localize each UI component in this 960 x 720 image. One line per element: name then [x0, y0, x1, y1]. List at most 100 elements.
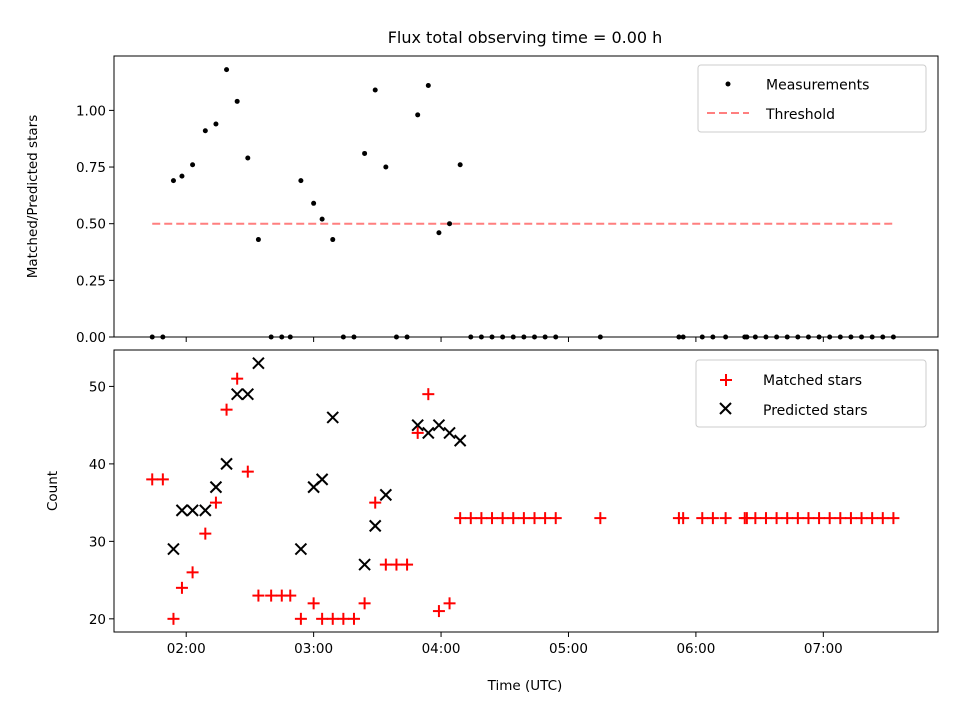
measurement-point	[351, 334, 357, 340]
bottom-y-tick-label: 40	[89, 457, 106, 473]
bottom-y-tick-label: 50	[89, 379, 106, 395]
predicted-star-point	[453, 434, 467, 447]
matched-star-point	[167, 612, 180, 625]
predicted-star-point	[241, 387, 255, 401]
matched-star-point	[749, 512, 762, 525]
measurement-point	[149, 334, 155, 340]
measurement-point	[224, 67, 230, 73]
matched-star-point	[326, 612, 339, 625]
top-y-axis-label: Matched/Predicted stars	[25, 115, 41, 278]
predicted-star-point	[379, 488, 393, 502]
matched-star-point	[539, 512, 552, 525]
predicted-star-point	[199, 504, 212, 517]
measurement-point	[795, 334, 801, 340]
measurement-point	[699, 334, 705, 340]
top-y-ticks: 0.00 0.25 0.50 0.75 1.00	[76, 103, 114, 346]
bottom-x-tick-label: 07:00	[804, 641, 843, 657]
measurement-point	[311, 200, 317, 206]
predicted-star-point	[209, 480, 223, 494]
matched-star-point	[443, 597, 456, 610]
bottom-x-tick-label: 06:00	[676, 641, 715, 657]
legend-matched-label: Matched stars	[763, 373, 862, 389]
predicted-star-point	[369, 519, 382, 533]
matched-star-point	[594, 512, 607, 525]
measurement-point	[597, 334, 603, 340]
measurement-point	[340, 334, 346, 340]
matched-star-point	[307, 597, 320, 610]
predicted-star-point	[186, 504, 199, 517]
matched-star-point	[347, 612, 360, 625]
bottom-legend: Matched stars Predicted stars	[695, 359, 927, 428]
measurement-point	[837, 334, 843, 340]
bottom-y-tick-label: 30	[89, 534, 106, 550]
predicted-star-point	[432, 418, 446, 432]
measurement-point	[319, 216, 325, 222]
measurement-point	[763, 334, 769, 340]
matched-star-point	[706, 512, 719, 525]
measurement-point	[372, 87, 378, 93]
top-y-tick-label: 1.00	[76, 103, 106, 119]
measurement-point	[202, 128, 208, 134]
bottom-y-axis-label: Count	[45, 471, 61, 511]
matched-star-point	[549, 512, 562, 525]
top-y-tick-label: 0.50	[76, 217, 106, 233]
matched-star-point	[199, 527, 212, 540]
measurement-point	[436, 230, 442, 236]
top-legend: Measurements Threshold	[697, 64, 927, 133]
matched-star-point	[156, 473, 169, 486]
bottom-axes	[113, 349, 939, 633]
measurement-point	[500, 334, 506, 340]
bottom-y-tick-label: 20	[89, 612, 106, 628]
measurement-point	[255, 237, 261, 243]
bottom-y-ticks: 20 30 40 50	[89, 379, 114, 628]
measurement-point	[521, 334, 527, 340]
measurement-point	[827, 334, 833, 340]
bottom-x-tick-label: 03:00	[294, 641, 333, 657]
matched-star-point	[401, 558, 414, 571]
matched-star-point	[528, 512, 541, 525]
matched-star-point	[696, 512, 709, 525]
matched-star-point	[231, 372, 244, 385]
measurement-point	[425, 82, 431, 88]
legend-measurements-marker	[725, 81, 731, 87]
measurement-point	[457, 162, 463, 168]
measurement-point	[869, 334, 875, 340]
predicted-star-point	[252, 356, 265, 370]
matched-star-point	[390, 558, 403, 571]
matched-star-point	[844, 512, 857, 525]
legend-measurements-label: Measurements	[766, 78, 869, 94]
matched-star-point	[507, 512, 520, 525]
matched-star-point	[781, 512, 794, 525]
matched-star-point	[464, 512, 477, 525]
measurement-point	[805, 334, 811, 340]
legend-matched-marker	[720, 374, 732, 386]
top-chart-title: Flux total observing time = 0.00 h	[388, 28, 663, 47]
predicted-star-point	[443, 426, 456, 440]
matched-star-point	[813, 512, 826, 525]
matched-star-point	[220, 403, 233, 416]
measurement-point	[468, 334, 474, 340]
measurement-point	[447, 221, 453, 227]
measurement-point	[383, 164, 389, 170]
matched-star-point	[719, 512, 732, 525]
legend-predicted-label: Predicted stars	[763, 403, 868, 419]
matched-star-point	[411, 426, 424, 439]
measurement-point	[393, 334, 399, 340]
matched-star-point	[337, 612, 350, 625]
matched-star-point	[866, 512, 879, 525]
matched-star-point	[379, 558, 392, 571]
predicted-star-point	[294, 542, 308, 556]
matched-star-point	[791, 512, 804, 525]
measurement-point	[160, 334, 166, 340]
measurement-point	[710, 334, 716, 340]
measurement-point	[553, 334, 559, 340]
matched-star-point	[252, 589, 265, 602]
matched-star-point	[175, 581, 188, 594]
bottom-x-axis-label: Time (UTC)	[487, 678, 563, 694]
matched-star-point	[855, 512, 868, 525]
bottom-plot-marks	[146, 356, 900, 625]
measurement-point	[723, 334, 729, 340]
measurement-point	[213, 121, 219, 127]
predicted-star-point	[175, 504, 189, 517]
matched-star-point	[358, 597, 371, 610]
